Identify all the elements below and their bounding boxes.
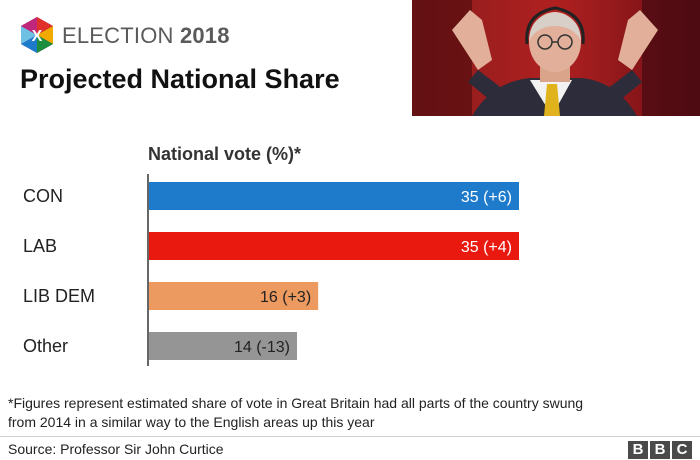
election-x-icon: X — [21, 17, 53, 53]
bbc-logo: B B C — [628, 441, 692, 459]
divider — [0, 436, 700, 437]
category-label: LAB — [23, 236, 57, 256]
category-label: LIB DEM — [23, 286, 95, 306]
bar — [149, 332, 297, 360]
bbc-letter: B — [628, 441, 648, 459]
data-label: 35 (+4) — [461, 239, 512, 256]
presenter-photo — [412, 0, 700, 116]
page-title: Projected National Share — [20, 64, 340, 94]
category-label: Other — [23, 336, 68, 356]
bar — [149, 232, 519, 260]
data-label: 35 (+6) — [461, 189, 512, 206]
data-label: 14 (-13) — [234, 339, 290, 356]
bbc-letter: C — [672, 441, 692, 459]
chart-subtitle: National vote (%)* — [148, 144, 302, 164]
brand-year: 2018 — [179, 23, 230, 48]
bar-chart: CON 35 (+6) LAB 35 (+4) LIB DEM 16 (+3) Other 1… — [23, 174, 519, 366]
bbc-letter: B — [650, 441, 670, 459]
bar — [149, 282, 319, 310]
bar — [149, 182, 519, 210]
source-credit: Source: Professor Sir John Curtice — [8, 441, 224, 457]
brand-text: ELECTION — [62, 23, 174, 48]
brand-label: ELECTION 2018 — [62, 23, 230, 49]
svg-text:X: X — [32, 28, 43, 45]
footnote: *Figures represent estimated share of vo… — [8, 395, 584, 430]
category-label: CON — [23, 186, 63, 206]
data-label: 16 (+3) — [260, 289, 311, 306]
